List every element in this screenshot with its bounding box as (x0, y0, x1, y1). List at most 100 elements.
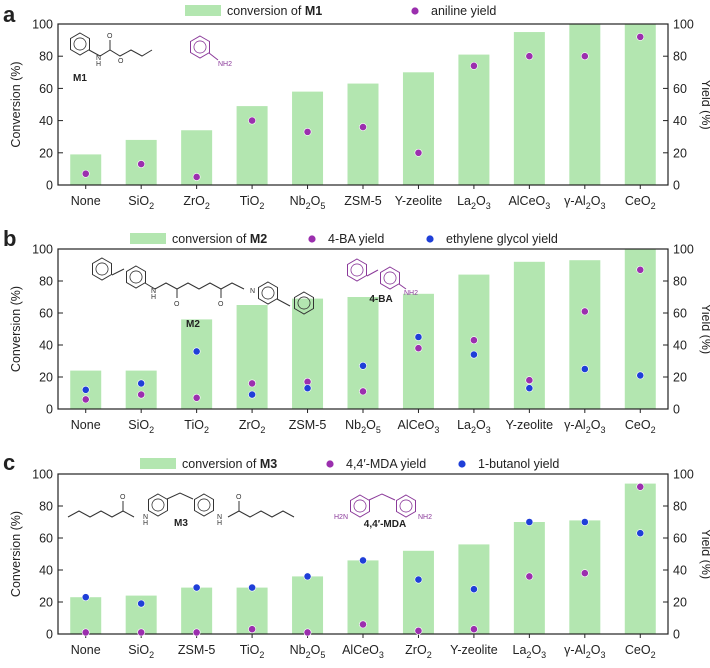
point-a-purple-2 (192, 173, 201, 181)
bar-a-5 (347, 83, 379, 185)
legend-dot-blue (458, 460, 466, 468)
atom-label: N (217, 514, 222, 521)
ytick-label-left: 40 (39, 114, 53, 128)
methylene-bridge (166, 492, 194, 500)
atom-label: N (151, 288, 156, 295)
legend-dot-purple (308, 235, 316, 243)
ytick-label-left: 60 (39, 82, 53, 96)
ytick-label-right: 80 (673, 50, 687, 64)
xtick-label: La2O3 (457, 418, 491, 435)
aniline-ring-inner (193, 40, 207, 54)
point-c-purple-0 (81, 628, 90, 637)
point-b-purple-10 (636, 265, 645, 274)
panel-letter: b (3, 226, 16, 251)
ring-4-inner (297, 296, 311, 310)
ylabel-right: Yield (%) (699, 79, 710, 129)
point-b-blue-5 (359, 361, 367, 370)
ba-ring-2 (380, 266, 400, 290)
point-b-blue-8 (525, 384, 534, 393)
legend-dot-purple (411, 7, 419, 15)
ytick-label-left: 40 (39, 339, 53, 353)
mda-ring-1 (350, 494, 370, 518)
point-a-purple-6 (414, 148, 423, 157)
xtick-label: CeO2 (625, 418, 656, 435)
ba-nh2: NH2 (404, 290, 418, 297)
point-c-purple-8 (525, 572, 534, 581)
butyl-chain-1 (67, 510, 135, 518)
mda-bridge (368, 493, 396, 501)
legend-label: 4-BA yield (328, 232, 384, 246)
ylabel-right: Yield (%) (699, 529, 710, 579)
ytick-label-left: 0 (46, 628, 53, 642)
xtick-label: CeO2 (625, 643, 656, 660)
atom-label: H (96, 61, 101, 68)
panel-letter: a (3, 2, 16, 27)
legend-label: aniline yield (431, 4, 496, 18)
ytick-label-right: 100 (673, 468, 694, 482)
ring-2 (126, 265, 146, 289)
ytick-label-left: 80 (39, 275, 53, 289)
legend-b: conversion of M2 4-BA yield ethylene glyco… (130, 232, 558, 246)
point-c-purple-4 (303, 628, 312, 637)
butyl-chain-2 (227, 510, 295, 518)
point-b-purple-6 (414, 344, 423, 353)
legend-bar-swatch (130, 233, 166, 244)
chart-panel-c: 0 0 20 20 40 40 60 60 80 80 100 100 Conversion (%) Yi… (3, 450, 710, 660)
atom-label: O (174, 301, 180, 308)
bridge-2 (276, 298, 291, 307)
bar-a-7 (458, 54, 490, 186)
xtick-label: ZSM-5 (344, 194, 382, 208)
xtick-label: TiO2 (240, 643, 265, 660)
point-c-blue-10 (636, 529, 645, 538)
atom-label: O (236, 494, 242, 501)
point-c-purple-3 (248, 625, 256, 634)
ring-1-inner (95, 262, 109, 276)
xtick-label: ZrO2 (183, 194, 210, 211)
bar-a-10 (624, 24, 656, 185)
point-c-blue-9 (580, 518, 589, 526)
point-a-purple-0 (81, 169, 90, 178)
point-b-purple-3 (248, 379, 256, 388)
bar-c-10 (624, 483, 656, 634)
bridge-1 (111, 268, 125, 276)
legend-bar-swatch (185, 5, 221, 16)
legend-label: ethylene glycol yield (446, 232, 558, 246)
point-c-blue-0 (81, 593, 90, 602)
point-c-blue-5 (359, 556, 367, 565)
ylabel-left: Conversion (%) (9, 511, 23, 597)
legend-dot-blue (426, 235, 434, 243)
legend-label: conversion of M2 (172, 232, 267, 246)
point-b-blue-9 (580, 365, 589, 373)
point-b-purple-0 (81, 395, 90, 404)
bar-b-9 (569, 260, 601, 409)
bar-c-2 (181, 587, 213, 634)
point-a-purple-1 (137, 160, 146, 168)
bar-a-9 (569, 24, 601, 185)
ytick-label-right: 40 (673, 114, 687, 128)
ytick-label-left: 20 (39, 371, 53, 385)
point-b-purple-9 (580, 307, 589, 316)
benzene-ring (70, 32, 90, 56)
xtick-label: ZSM-5 (289, 418, 327, 432)
molecule-label-MDA: 4,4′-MDA (364, 519, 406, 530)
point-c-purple-9 (580, 569, 589, 578)
ytick-label-right: 80 (673, 500, 687, 514)
atom-label: H (143, 520, 148, 527)
ytick-label-left: 80 (39, 500, 53, 514)
ytick-label-left: 100 (32, 468, 53, 482)
xtick-label: AlCeO3 (342, 643, 384, 660)
point-c-purple-6 (414, 626, 423, 635)
molecule-aniline: NH2 (190, 35, 232, 68)
molecule-label-M3: M3 (174, 518, 188, 529)
point-b-blue-3 (248, 390, 256, 399)
xtick-label: γ-Al2O3 (564, 194, 605, 211)
bar-a-6 (402, 72, 434, 185)
m3-ring-1-inner (151, 498, 165, 512)
molecule-4BA: NH2 4-BA (347, 258, 418, 305)
xtick-label: γ-Al2O3 (564, 643, 605, 660)
point-b-purple-1 (137, 390, 146, 399)
ytick-label-right: 20 (673, 371, 687, 385)
point-c-purple-1 (137, 628, 146, 637)
